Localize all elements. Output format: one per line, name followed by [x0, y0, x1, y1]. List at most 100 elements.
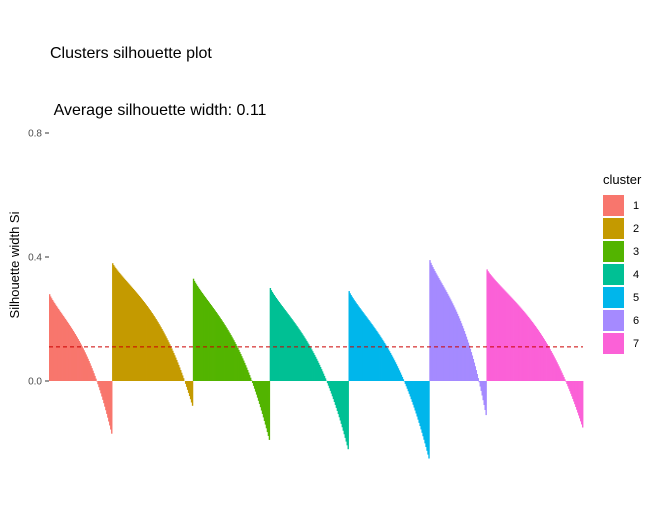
silhouette-bar	[106, 381, 108, 414]
y-tick-label: 0.8	[28, 129, 42, 140]
silhouette-bar	[549, 349, 551, 381]
silhouette-bar	[502, 288, 504, 381]
silhouette-bar	[129, 285, 132, 381]
silhouette-bar	[554, 358, 556, 381]
silhouette-bar	[282, 307, 284, 381]
silhouette-bar	[113, 265, 115, 381]
silhouette-bar	[310, 347, 312, 381]
silhouette-bar	[410, 381, 412, 400]
silhouette-bar	[537, 330, 540, 381]
silhouette-bar	[223, 323, 225, 381]
silhouette-bar	[316, 358, 318, 381]
silhouette-bar	[404, 381, 407, 384]
silhouette-bar	[83, 350, 85, 381]
silhouette-bar	[534, 326, 537, 381]
silhouette-bar	[581, 381, 583, 425]
legend-swatch	[603, 310, 624, 331]
silhouette-bar	[405, 381, 408, 387]
silhouette-bar	[452, 305, 455, 381]
silhouette-bar	[104, 381, 106, 407]
silhouette-bar	[195, 284, 198, 381]
silhouette-bar	[504, 290, 506, 381]
silhouette-bar	[558, 366, 560, 381]
silhouette-bar	[480, 381, 482, 391]
silhouette-bar	[551, 352, 553, 381]
legend-label: 6	[633, 315, 639, 327]
silhouette-bar	[340, 381, 343, 424]
silhouette-bar	[469, 348, 472, 381]
silhouette-bar	[267, 381, 270, 436]
silhouette-bar	[64, 318, 67, 381]
silhouette-bar	[464, 333, 467, 381]
silhouette-bar	[306, 340, 308, 381]
silhouette-bar	[271, 291, 274, 381]
silhouette-bar	[109, 381, 111, 426]
silhouette-bar	[459, 320, 462, 381]
silhouette-bar	[421, 381, 423, 433]
chart-title-line: Clusters silhouette plot	[50, 45, 212, 62]
silhouette-bar	[377, 332, 379, 381]
silhouette-bar	[398, 370, 401, 381]
silhouette-bar	[486, 269, 488, 381]
silhouette-bar	[162, 330, 164, 381]
silhouette-bar	[569, 381, 571, 392]
silhouette-bar	[270, 290, 273, 381]
silhouette-bar	[179, 367, 181, 381]
cluster-2-bars	[112, 263, 194, 406]
silhouette-bar	[483, 381, 485, 406]
silhouette-bar	[274, 296, 277, 381]
silhouette-bar	[481, 381, 483, 396]
silhouette-bar	[49, 294, 51, 381]
silhouette-bar	[566, 381, 568, 384]
silhouette-bar	[344, 381, 346, 438]
y-tick-label: 0.0	[28, 377, 42, 388]
silhouette-bar	[299, 330, 301, 381]
silhouette-bar	[374, 328, 376, 381]
silhouette-bar	[218, 316, 220, 381]
silhouette-bar	[576, 381, 578, 410]
silhouette-bar	[265, 381, 268, 429]
silhouette-bar	[191, 381, 194, 406]
silhouette-bar	[182, 375, 184, 381]
silhouette-bar	[185, 381, 188, 387]
silhouette-bar	[429, 260, 431, 381]
silhouette-bar	[539, 333, 542, 381]
silhouette-bar	[578, 381, 580, 416]
silhouette-bar	[577, 381, 579, 413]
silhouette-bar	[427, 381, 429, 455]
silhouette-bar	[63, 317, 66, 381]
y-axis: 0.0 0.4 0.8	[28, 129, 49, 388]
silhouette-bar	[154, 317, 156, 381]
silhouette-bar	[95, 378, 97, 381]
silhouette-bar	[196, 285, 199, 381]
silhouette-bar	[252, 381, 255, 386]
silhouette-bar	[401, 376, 404, 381]
silhouette-bar	[336, 381, 339, 411]
silhouette-bar	[372, 325, 374, 381]
silhouette-bar	[199, 290, 202, 381]
silhouette-bar	[309, 345, 311, 381]
silhouette-bar	[350, 295, 352, 381]
silhouette-bar	[316, 360, 319, 381]
silhouette-bar	[74, 334, 77, 381]
silhouette-bar	[234, 342, 236, 381]
silhouette-bar	[160, 327, 162, 381]
silhouette-bar	[283, 308, 285, 381]
silhouette-bar	[290, 317, 292, 381]
silhouette-bar	[375, 329, 377, 381]
silhouette-bar	[232, 338, 234, 381]
legend-item-3: 3	[603, 241, 639, 262]
silhouette-bar	[425, 381, 427, 448]
silhouette-bar	[220, 319, 222, 381]
silhouette-bar	[236, 345, 238, 381]
silhouette-bar	[570, 381, 572, 394]
silhouette-bar	[103, 381, 105, 404]
silhouette-bar	[279, 303, 281, 381]
silhouette-bar	[50, 298, 53, 381]
silhouette-bar	[87, 358, 89, 381]
silhouette-bar	[403, 381, 406, 382]
silhouette-bar	[379, 335, 381, 381]
silhouette-bar	[468, 345, 471, 381]
silhouette-bar	[177, 362, 179, 381]
silhouette-bar	[381, 338, 383, 381]
